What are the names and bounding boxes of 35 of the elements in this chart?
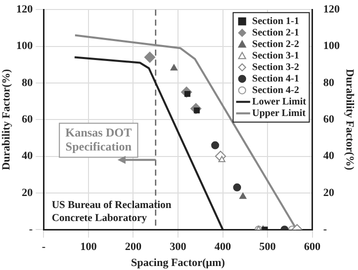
x-tick-label: 300 (170, 241, 187, 254)
legend-label: Section 4-2 (252, 84, 300, 96)
legend-label: Upper Limit (252, 108, 306, 119)
legend-label: Section 2-1 (252, 27, 300, 38)
y-tick-label: 100 (16, 40, 34, 52)
y2-tick-label: 60 (323, 113, 335, 126)
x-tick-label: 500 (259, 241, 276, 254)
y-tick-label: - (29, 223, 34, 236)
y-tick-label: 60 (22, 113, 34, 126)
x-tick-label: 100 (80, 241, 98, 254)
y-tick-label: 120 (16, 3, 34, 16)
x-tick-label: 400 (214, 241, 232, 254)
legend-label: Section 3-2 (252, 62, 300, 73)
y-tick-label: 40 (22, 150, 34, 162)
y-tick-label: 80 (22, 76, 34, 89)
y2-tick-label: - (323, 223, 328, 236)
y2-tick-label: 100 (323, 40, 340, 52)
x-tick-label: 200 (124, 241, 142, 254)
x-axis-title: Spacing Factor(μm) (131, 257, 226, 270)
y2-tick-label: 40 (323, 150, 335, 162)
y2-tick-label: 120 (323, 3, 340, 16)
y2-axis-title: Durability Factor(%) (344, 69, 356, 170)
y-axis-title: Durability Factor(%) (0, 68, 12, 170)
y2-tick-label: 80 (323, 76, 335, 89)
annotation: US Bureau of Reclamation Concrete Laboratory (52, 200, 172, 224)
x-tick-label: - (42, 241, 46, 254)
annotation: Kansas DOT Specification (65, 125, 132, 154)
legend-label: Section 3-1 (252, 50, 300, 62)
y-tick-label: 20 (22, 186, 34, 199)
legend-label: Section 4-1 (252, 73, 300, 84)
legend-label: Section 2-2 (252, 38, 300, 50)
legend-label: Lower Limit (252, 96, 307, 108)
legend-label: Section 1-1 (252, 16, 300, 27)
x-tick-label: 600 (304, 241, 322, 254)
y2-tick-label: 20 (323, 186, 335, 199)
